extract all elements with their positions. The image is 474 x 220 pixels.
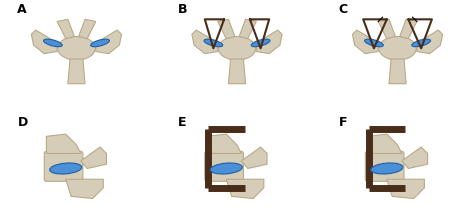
- Ellipse shape: [251, 39, 270, 47]
- Ellipse shape: [218, 37, 256, 60]
- Polygon shape: [31, 30, 57, 54]
- Text: A: A: [18, 3, 27, 16]
- FancyBboxPatch shape: [44, 151, 83, 181]
- Polygon shape: [57, 19, 74, 39]
- FancyBboxPatch shape: [365, 151, 404, 181]
- Polygon shape: [256, 30, 282, 54]
- Polygon shape: [218, 19, 235, 39]
- Polygon shape: [417, 30, 443, 54]
- Ellipse shape: [44, 39, 62, 47]
- Ellipse shape: [50, 163, 82, 174]
- Ellipse shape: [412, 39, 430, 47]
- Polygon shape: [46, 134, 81, 154]
- Text: C: C: [338, 3, 347, 16]
- Ellipse shape: [379, 37, 416, 60]
- Polygon shape: [378, 19, 395, 39]
- Polygon shape: [81, 147, 107, 169]
- Text: F: F: [338, 116, 347, 129]
- Polygon shape: [96, 30, 121, 54]
- Ellipse shape: [204, 39, 223, 47]
- Polygon shape: [239, 19, 256, 39]
- Ellipse shape: [365, 39, 383, 47]
- Ellipse shape: [210, 163, 242, 174]
- Ellipse shape: [371, 163, 403, 174]
- Polygon shape: [400, 19, 417, 39]
- Text: B: B: [178, 3, 188, 16]
- Polygon shape: [79, 19, 96, 39]
- Polygon shape: [402, 147, 428, 169]
- Polygon shape: [226, 179, 264, 198]
- Text: D: D: [18, 116, 27, 129]
- Polygon shape: [389, 59, 406, 84]
- Ellipse shape: [58, 37, 95, 60]
- Polygon shape: [353, 30, 378, 54]
- Polygon shape: [192, 30, 218, 54]
- Polygon shape: [66, 179, 103, 198]
- Polygon shape: [387, 179, 424, 198]
- Text: E: E: [178, 116, 186, 129]
- Polygon shape: [367, 134, 402, 154]
- Polygon shape: [207, 134, 241, 154]
- Polygon shape: [241, 147, 267, 169]
- Ellipse shape: [91, 39, 109, 47]
- Polygon shape: [228, 59, 246, 84]
- Polygon shape: [68, 59, 85, 84]
- FancyBboxPatch shape: [205, 151, 244, 181]
